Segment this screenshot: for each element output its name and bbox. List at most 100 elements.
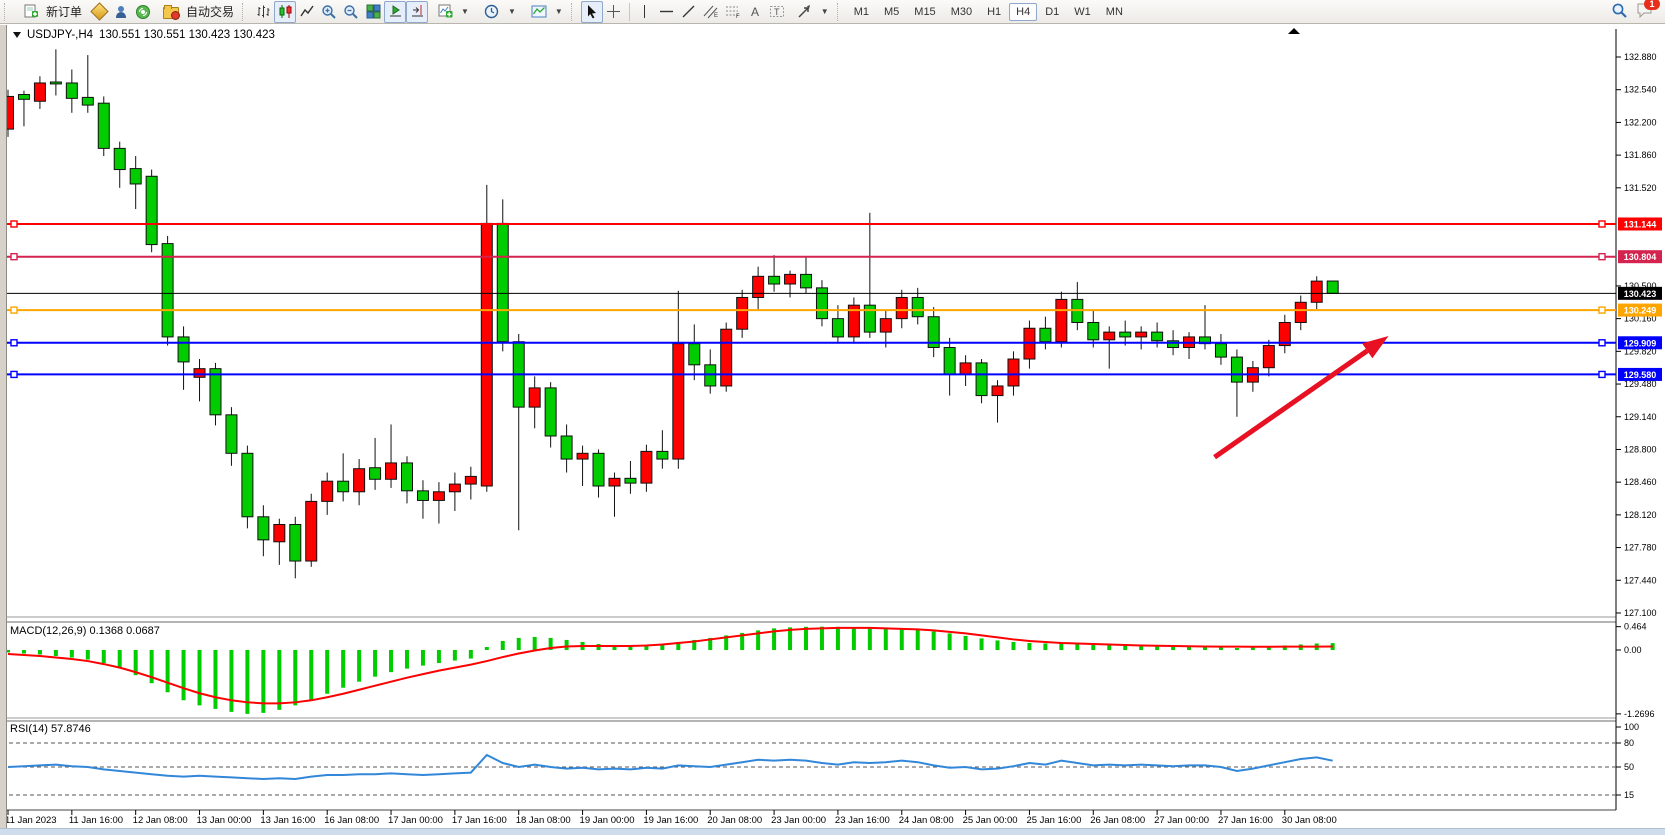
timeframe-button-M1[interactable]: M1 [853, 5, 869, 18]
time-tick-label: 24 Jan 08:00 [899, 815, 954, 826]
level-handle[interactable] [10, 306, 18, 314]
level-handle[interactable] [1598, 252, 1606, 261]
timeframe-button-M15[interactable]: M15 [914, 5, 936, 18]
candle-body [1055, 298, 1068, 343]
equidistant-channel-tool-icon[interactable]: E [700, 1, 722, 23]
candle-body [847, 304, 860, 338]
bar-chart-type-icon[interactable] [252, 1, 274, 23]
horizontal-line-tool-icon[interactable] [656, 1, 678, 23]
price-level-badge-text: 129.580 [1624, 370, 1657, 380]
collapse-ohlc-icon[interactable] [13, 32, 21, 38]
new-order-label: 新订单 [46, 5, 83, 19]
candle-body [1039, 327, 1052, 343]
notifications-button[interactable]: 1 [1636, 0, 1660, 21]
templates-button[interactable]: ▼ [522, 0, 569, 24]
time-tick-label: 23 Jan 16:00 [835, 815, 890, 826]
toolbar-grip [570, 2, 577, 21]
candle-body [273, 523, 286, 543]
level-handle[interactable] [10, 370, 18, 379]
dropdown-arrow-icon: ▼ [554, 7, 563, 16]
price-tick-label: 128.120 [1624, 510, 1657, 520]
level-handle[interactable] [10, 339, 18, 347]
candle-body [991, 385, 1004, 397]
candle-body [1119, 331, 1132, 338]
arrows-tool-button[interactable]: ▼ [788, 0, 835, 24]
candle-body [81, 96, 94, 106]
candle-body [959, 362, 972, 375]
line-chart-type-icon[interactable] [296, 1, 318, 23]
zoom-out-icon[interactable] [340, 1, 362, 23]
candle-body [831, 318, 844, 338]
level-handle[interactable] [1598, 306, 1606, 314]
timeframe-button-MN[interactable]: MN [1105, 5, 1123, 18]
candle-body [1230, 356, 1243, 383]
price-level-badge-text: 130.804 [1624, 252, 1657, 262]
new-order-button[interactable]: 新订单 [14, 0, 88, 24]
autotrading-button[interactable]: 自动交易 [154, 0, 240, 24]
candle-body [97, 102, 110, 149]
timeframe-button-M30[interactable]: M30 [950, 5, 973, 18]
signals-icon[interactable] [132, 1, 154, 23]
text-tool-icon[interactable]: A [744, 1, 766, 23]
fibonacci-tool-icon[interactable]: F [722, 1, 744, 23]
candle-body [688, 343, 701, 366]
timeframe-button-D1[interactable]: D1 [1045, 5, 1060, 18]
price-level-badge-text: 130.249 [1624, 306, 1657, 316]
text-label-tool-icon[interactable]: T [766, 1, 788, 23]
price-level-badge [1618, 336, 1662, 350]
tile-windows-icon[interactable] [362, 1, 384, 23]
candlestick-chart-type-icon[interactable] [274, 0, 297, 23]
price-level-badge-text: 131.144 [1624, 219, 1657, 229]
time-tick-label: 27 Jan 00:00 [1154, 815, 1209, 826]
price-tick-label: 131.860 [1624, 150, 1657, 160]
candle-body [1103, 331, 1116, 341]
candle-body [193, 368, 206, 378]
annotation-arrow-head[interactable] [1362, 335, 1389, 359]
timeframe-button-H1[interactable]: H1 [987, 5, 1002, 18]
timeframe-button-M5[interactable]: M5 [884, 5, 900, 18]
candle-body [257, 516, 270, 541]
time-tick-label: 23 Jan 00:00 [771, 815, 826, 826]
candle-body [33, 82, 46, 102]
candle-body [241, 452, 254, 518]
add-indicator-button[interactable]: ▼ [428, 0, 475, 24]
autotrading-icon [160, 1, 182, 23]
candle-body [560, 435, 573, 460]
timeframe-button-H4[interactable]: H4 [1009, 2, 1038, 21]
navigator-icon[interactable] [110, 1, 132, 23]
candle-body [369, 467, 382, 480]
time-tick-label: 19 Jan 16:00 [643, 815, 698, 826]
zoom-in-icon[interactable] [318, 1, 340, 23]
market-watch-icon[interactable] [88, 1, 110, 23]
candlestick-chart-canvas[interactable]: 132.880 132.540 132.200 131.860 131.520 130.5… [0, 25, 1665, 834]
time-tick-label: 25 Jan 16:00 [1026, 815, 1081, 826]
periods-button[interactable]: ▼ [475, 0, 522, 24]
level-handle[interactable] [1598, 220, 1606, 228]
level-handle[interactable] [1598, 370, 1606, 379]
vertical-line-tool-icon[interactable] [634, 1, 656, 23]
candle-body [1294, 301, 1307, 323]
templates-icon [528, 1, 550, 23]
rsi-line [7, 753, 1333, 781]
price-tick-label: 127.100 [1624, 608, 1657, 618]
candle-body [353, 468, 366, 493]
chart-shift-icon[interactable] [406, 0, 429, 23]
time-tick-label: 19 Jan 00:00 [580, 815, 635, 826]
chart-symbol-period: USDJPY-,H4 [27, 29, 94, 41]
search-icon[interactable] [1611, 2, 1628, 22]
timeframe-button-W1[interactable]: W1 [1074, 5, 1091, 18]
arrows-tool-icon [794, 1, 816, 23]
level-handle[interactable] [10, 220, 18, 228]
candle-body [943, 346, 956, 375]
trendline-tool-icon[interactable] [678, 1, 700, 23]
level-handle[interactable] [1598, 339, 1606, 347]
candle-body [768, 275, 781, 285]
time-tick-label: 17 Jan 00:00 [388, 815, 443, 826]
auto-scroll-icon[interactable] [384, 0, 407, 23]
candle-body [145, 175, 158, 246]
crosshair-tool-icon[interactable] [603, 1, 625, 23]
cursor-tool-icon[interactable] [580, 0, 603, 23]
level-handle[interactable] [10, 252, 18, 261]
candle-body [225, 414, 238, 454]
annotation-arrow-shaft[interactable] [1213, 348, 1369, 460]
